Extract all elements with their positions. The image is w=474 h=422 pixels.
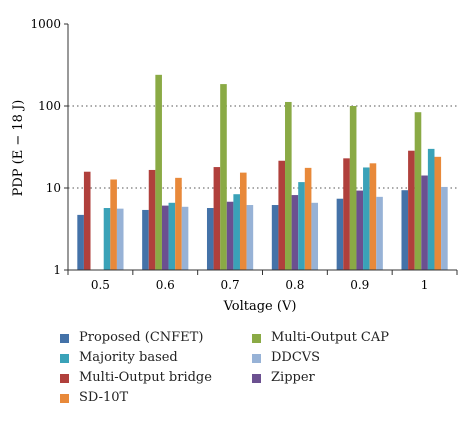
- bar: [278, 160, 286, 270]
- x-tick-label: 0.5: [91, 278, 110, 292]
- bar: [441, 186, 448, 270]
- y-tick-label: 10: [46, 181, 61, 195]
- legend-item: Multi-Output bridge: [60, 370, 232, 386]
- bar: [206, 208, 214, 270]
- bar: [285, 101, 292, 271]
- x-tick-label: 0.8: [285, 278, 304, 292]
- bar: [343, 158, 350, 270]
- legend-item: Majority based: [60, 350, 232, 366]
- legend-item: Proposed (CNFET): [60, 330, 232, 346]
- x-tick-label: 0.9: [350, 278, 369, 292]
- bar: [311, 202, 319, 270]
- legend-label: Proposed (CNFET): [79, 330, 204, 345]
- bar: [427, 148, 435, 270]
- bar: [304, 167, 312, 270]
- bar: [401, 190, 409, 270]
- y-tick-label: 1: [53, 263, 61, 277]
- bar: [148, 169, 156, 270]
- bar: [376, 196, 383, 270]
- bar: [175, 177, 182, 270]
- y-axis-label: PDP (E − 18 J): [11, 100, 26, 197]
- bar: [408, 150, 415, 270]
- bar: [421, 175, 428, 270]
- legend-item: DDCVS: [252, 350, 424, 366]
- bar: [434, 156, 442, 270]
- bar: [213, 167, 221, 270]
- legend-label: Multi-Output bridge: [79, 370, 212, 385]
- y-tick-label: 1000: [30, 17, 61, 31]
- bar: [226, 201, 234, 270]
- bar: [110, 179, 117, 270]
- legend-item: Multi-Output CAP: [252, 330, 424, 346]
- bar: [271, 205, 279, 270]
- bar: [414, 112, 422, 270]
- legend-label: Zipper: [271, 370, 315, 385]
- legend-swatch: [252, 373, 261, 383]
- legend-swatch: [60, 353, 69, 363]
- bar: [155, 74, 162, 270]
- bar: [77, 214, 84, 270]
- legend-swatch: [252, 333, 261, 343]
- bar: [298, 182, 305, 270]
- bar: [246, 205, 254, 270]
- legend-swatch: [252, 353, 261, 363]
- bar: [369, 163, 377, 270]
- bar: [116, 208, 124, 270]
- bar: [239, 172, 247, 270]
- legend-swatch: [60, 333, 69, 343]
- x-tick-label: 0.6: [156, 278, 175, 292]
- bar: [291, 195, 299, 270]
- legend-label: DDCVS: [271, 350, 321, 365]
- legend-item: Zipper: [252, 370, 424, 386]
- bar: [220, 84, 227, 270]
- bar: [161, 205, 169, 270]
- bar: [142, 209, 149, 270]
- bar: [349, 106, 357, 270]
- bar: [363, 167, 370, 270]
- bar: [168, 202, 176, 270]
- x-axis-label: Voltage (V): [223, 299, 297, 314]
- bar: [233, 194, 240, 270]
- bar: [103, 208, 111, 270]
- legend-label: SD-10T: [79, 390, 129, 405]
- x-tick-label: 0.7: [221, 278, 240, 292]
- pdp-bar-chart: PDP (E − 18 J) Voltage (V) 1 10 100 1000 0.5…: [11, 17, 458, 314]
- y-tick-label: 100: [38, 99, 61, 113]
- legend-swatch: [60, 373, 69, 383]
- legend-label: Multi-Output CAP: [271, 330, 390, 345]
- bar: [356, 190, 364, 270]
- bar: [181, 206, 189, 270]
- bar: [83, 171, 91, 270]
- bar: [336, 198, 344, 270]
- legend-label: Majority based: [79, 350, 178, 365]
- x-tick-label: 1: [421, 278, 429, 292]
- legend-item: SD-10T: [60, 390, 232, 406]
- legend-swatch: [60, 393, 69, 403]
- chart-legend: Proposed (CNFET) Multi-Output CAP Majority…: [60, 330, 440, 406]
